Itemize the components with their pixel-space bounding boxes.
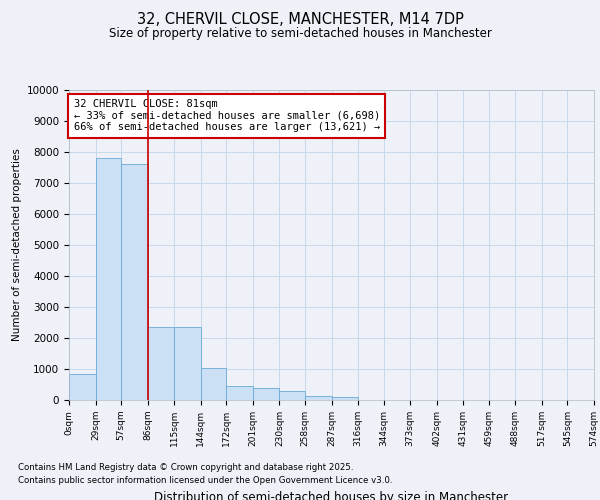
Bar xyxy=(121,164,148,400)
Bar xyxy=(148,327,174,400)
Text: Contains HM Land Registry data © Crown copyright and database right 2025.: Contains HM Land Registry data © Crown c… xyxy=(18,464,353,472)
Bar xyxy=(226,386,253,400)
Text: 32, CHERVIL CLOSE, MANCHESTER, M14 7DP: 32, CHERVIL CLOSE, MANCHESTER, M14 7DP xyxy=(137,12,463,28)
Text: 32 CHERVIL CLOSE: 81sqm
← 33% of semi-detached houses are smaller (6,698)
66% of: 32 CHERVIL CLOSE: 81sqm ← 33% of semi-de… xyxy=(74,100,380,132)
Y-axis label: Number of semi-detached properties: Number of semi-detached properties xyxy=(13,148,22,342)
X-axis label: Distribution of semi-detached houses by size in Manchester: Distribution of semi-detached houses by … xyxy=(154,490,509,500)
Bar xyxy=(331,396,358,400)
Bar xyxy=(253,388,280,400)
Bar xyxy=(95,158,121,400)
Text: Size of property relative to semi-detached houses in Manchester: Size of property relative to semi-detach… xyxy=(109,28,491,40)
Bar xyxy=(69,374,95,400)
Bar xyxy=(280,391,305,400)
Bar xyxy=(201,368,226,400)
Text: Contains public sector information licensed under the Open Government Licence v3: Contains public sector information licen… xyxy=(18,476,392,485)
Bar xyxy=(305,396,331,400)
Bar xyxy=(174,327,201,400)
